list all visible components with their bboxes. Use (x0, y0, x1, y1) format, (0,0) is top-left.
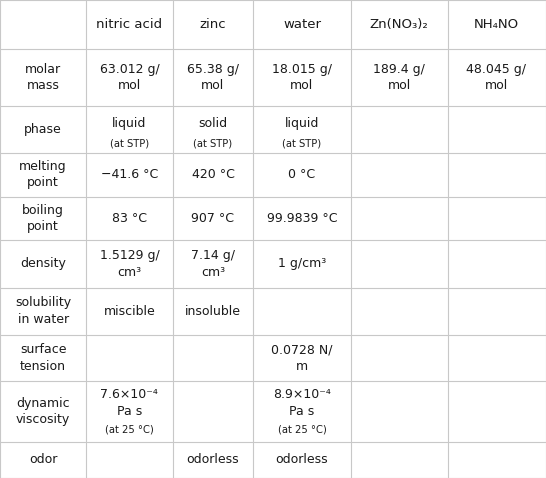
Text: 0.0728 N/
m: 0.0728 N/ m (271, 343, 333, 373)
Text: water: water (283, 18, 321, 31)
Text: phase: phase (24, 123, 62, 136)
Text: 7.14 g/
cm³: 7.14 g/ cm³ (191, 249, 235, 279)
Text: nitric acid: nitric acid (96, 18, 163, 31)
Text: odor: odor (29, 454, 57, 467)
Text: (at 25 °C): (at 25 °C) (105, 425, 154, 435)
Text: liquid: liquid (112, 117, 146, 130)
Text: solid: solid (198, 117, 228, 130)
Text: 8.9×10⁻⁴
Pa s: 8.9×10⁻⁴ Pa s (273, 389, 331, 418)
Text: Zn(NO₃)₂: Zn(NO₃)₂ (370, 18, 429, 31)
Text: NH₄NO: NH₄NO (474, 18, 519, 31)
Text: 7.6×10⁻⁴
Pa s: 7.6×10⁻⁴ Pa s (100, 389, 158, 418)
Text: (at STP): (at STP) (110, 139, 149, 149)
Text: solubility
in water: solubility in water (15, 296, 71, 326)
Text: (at STP): (at STP) (193, 139, 233, 149)
Text: 99.9839 °C: 99.9839 °C (266, 212, 337, 225)
Text: dynamic
viscosity: dynamic viscosity (16, 397, 70, 426)
Text: 18.015 g/
mol: 18.015 g/ mol (272, 63, 332, 92)
Text: 63.012 g/
mol: 63.012 g/ mol (99, 63, 159, 92)
Text: (at STP): (at STP) (282, 139, 322, 149)
Text: miscible: miscible (104, 305, 155, 318)
Text: 83 °C: 83 °C (112, 212, 147, 225)
Text: 907 °C: 907 °C (192, 212, 234, 225)
Text: 1 g/cm³: 1 g/cm³ (278, 258, 326, 271)
Text: liquid: liquid (285, 117, 319, 130)
Text: odorless: odorless (276, 454, 328, 467)
Text: boiling
point: boiling point (22, 204, 64, 233)
Text: 48.045 g/
mol: 48.045 g/ mol (466, 63, 526, 92)
Text: surface
tension: surface tension (20, 343, 67, 373)
Text: 65.38 g/
mol: 65.38 g/ mol (187, 63, 239, 92)
Text: zinc: zinc (200, 18, 226, 31)
Text: density: density (20, 258, 66, 271)
Text: molar
mass: molar mass (25, 63, 61, 92)
Text: 189.4 g/
mol: 189.4 g/ mol (373, 63, 425, 92)
Text: 0 °C: 0 °C (288, 168, 316, 181)
Text: 1.5129 g/
cm³: 1.5129 g/ cm³ (99, 249, 159, 279)
Text: insoluble: insoluble (185, 305, 241, 318)
Text: melting
point: melting point (19, 160, 67, 189)
Text: (at 25 °C): (at 25 °C) (277, 425, 327, 435)
Text: 420 °C: 420 °C (192, 168, 234, 181)
Text: odorless: odorless (187, 454, 239, 467)
Text: −41.6 °C: −41.6 °C (101, 168, 158, 181)
